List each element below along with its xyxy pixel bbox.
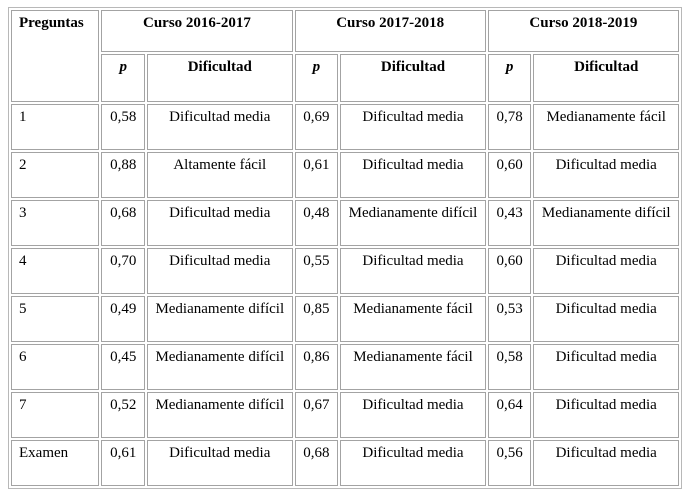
difficulty-cell: Medianamente difícil	[533, 200, 679, 246]
table-row: 3 0,68 Dificultad media 0,48 Medianamente di…	[11, 200, 679, 246]
table-row: 5 0,49 Medianamente difícil 0,85 Medianament…	[11, 296, 679, 342]
table-row: 4 0,70 Dificultad media 0,55 Dificultad medi…	[11, 248, 679, 294]
difficulty-cell: Dificultad media	[340, 152, 486, 198]
difficulty-cell: Medianamente fácil	[340, 296, 486, 342]
table-header: Preguntas Curso 2016-2017 Curso 2017-201…	[11, 10, 679, 102]
p-value-cell: 0,78	[487, 104, 532, 150]
group-header-curso-2018-2019: Curso 2018-2019	[487, 10, 679, 52]
table-row: 7 0,52 Medianamente difícil 0,67 Dificultad …	[11, 392, 679, 438]
p-value-cell: 0,68	[101, 200, 146, 246]
p-header-cell: p	[101, 54, 146, 102]
corner-header-cell: Preguntas	[11, 10, 100, 102]
p-value-cell: 0,60	[487, 152, 532, 198]
difficulty-cell: Dificultad media	[340, 104, 486, 150]
p-value-cell: 0,45	[101, 344, 146, 390]
difficulty-cell: Medianamente difícil	[147, 392, 293, 438]
p-value-cell: 0,48	[294, 200, 339, 246]
p-header-cell: p	[487, 54, 532, 102]
difficulty-cell: Dificultad media	[533, 344, 679, 390]
p-value-cell: 0,58	[487, 344, 532, 390]
p-value-cell: 0,52	[101, 392, 146, 438]
p-value-cell: 0,60	[487, 248, 532, 294]
dificultad-header-cell: Dificultad	[533, 54, 679, 102]
p-value-cell: 0,53	[487, 296, 532, 342]
p-value-cell: 0,67	[294, 392, 339, 438]
difficulty-cell: Dificultad media	[340, 440, 486, 486]
p-value-cell: 0,56	[487, 440, 532, 486]
row-label-cell: 7	[11, 392, 100, 438]
difficulty-cell: Dificultad media	[533, 248, 679, 294]
p-value-cell: 0,70	[101, 248, 146, 294]
table-row: 1 0,58 Dificultad media 0,69 Dificultad medi…	[11, 104, 679, 150]
p-value-cell: 0,61	[294, 152, 339, 198]
table-body: 1 0,58 Dificultad media 0,69 Dificultad medi…	[11, 104, 679, 486]
sub-header-row: p Dificultad p Dificultad p Dificultad	[11, 54, 679, 102]
row-label-cell: 1	[11, 104, 100, 150]
row-label-cell: 3	[11, 200, 100, 246]
group-header-curso-2017-2018: Curso 2017-2018	[294, 10, 486, 52]
difficulty-cell: Dificultad media	[147, 104, 293, 150]
row-label-cell: 6	[11, 344, 100, 390]
difficulty-cell: Dificultad media	[340, 392, 486, 438]
p-value-cell: 0,69	[294, 104, 339, 150]
difficulty-cell: Dificultad media	[533, 392, 679, 438]
p-value-cell: 0,64	[487, 392, 532, 438]
row-label-cell: 4	[11, 248, 100, 294]
difficulty-cell: Dificultad media	[340, 248, 486, 294]
group-header-curso-2016-2017: Curso 2016-2017	[101, 10, 293, 52]
row-label-cell: 2	[11, 152, 100, 198]
difficulty-cell: Dificultad media	[147, 440, 293, 486]
table-row: 2 0,88 Altamente fácil 0,61 Dificultad media…	[11, 152, 679, 198]
p-value-cell: 0,43	[487, 200, 532, 246]
difficulty-cell: Dificultad media	[533, 296, 679, 342]
p-header-cell: p	[294, 54, 339, 102]
dificultad-header-cell: Dificultad	[147, 54, 293, 102]
dificultad-header-cell: Dificultad	[340, 54, 486, 102]
row-label-cell: 5	[11, 296, 100, 342]
difficulty-cell: Medianamente difícil	[340, 200, 486, 246]
difficulty-cell: Medianamente fácil	[340, 344, 486, 390]
p-value-cell: 0,85	[294, 296, 339, 342]
p-value-cell: 0,68	[294, 440, 339, 486]
difficulty-cell: Dificultad media	[147, 248, 293, 294]
p-value-cell: 0,88	[101, 152, 146, 198]
table-row: 6 0,45 Medianamente difícil 0,86 Medianament…	[11, 344, 679, 390]
difficulty-cell: Medianamente difícil	[147, 344, 293, 390]
difficulty-cell: Altamente fácil	[147, 152, 293, 198]
difficulty-table: Preguntas Curso 2016-2017 Curso 2017-201…	[8, 7, 682, 489]
p-value-cell: 0,55	[294, 248, 339, 294]
difficulty-cell: Dificultad media	[147, 200, 293, 246]
p-value-cell: 0,49	[101, 296, 146, 342]
group-header-row: Preguntas Curso 2016-2017 Curso 2017-201…	[11, 10, 679, 102]
difficulty-cell: Dificultad media	[533, 440, 679, 486]
difficulty-cell: Dificultad media	[533, 152, 679, 198]
table-row: Examen 0,61 Dificultad media 0,68 Dificultad…	[11, 440, 679, 486]
p-value-cell: 0,86	[294, 344, 339, 390]
difficulty-cell: Medianamente difícil	[147, 296, 293, 342]
p-value-cell: 0,58	[101, 104, 146, 150]
difficulty-cell: Medianamente fácil	[533, 104, 679, 150]
p-value-cell: 0,61	[101, 440, 146, 486]
row-label-cell: Examen	[11, 440, 100, 486]
